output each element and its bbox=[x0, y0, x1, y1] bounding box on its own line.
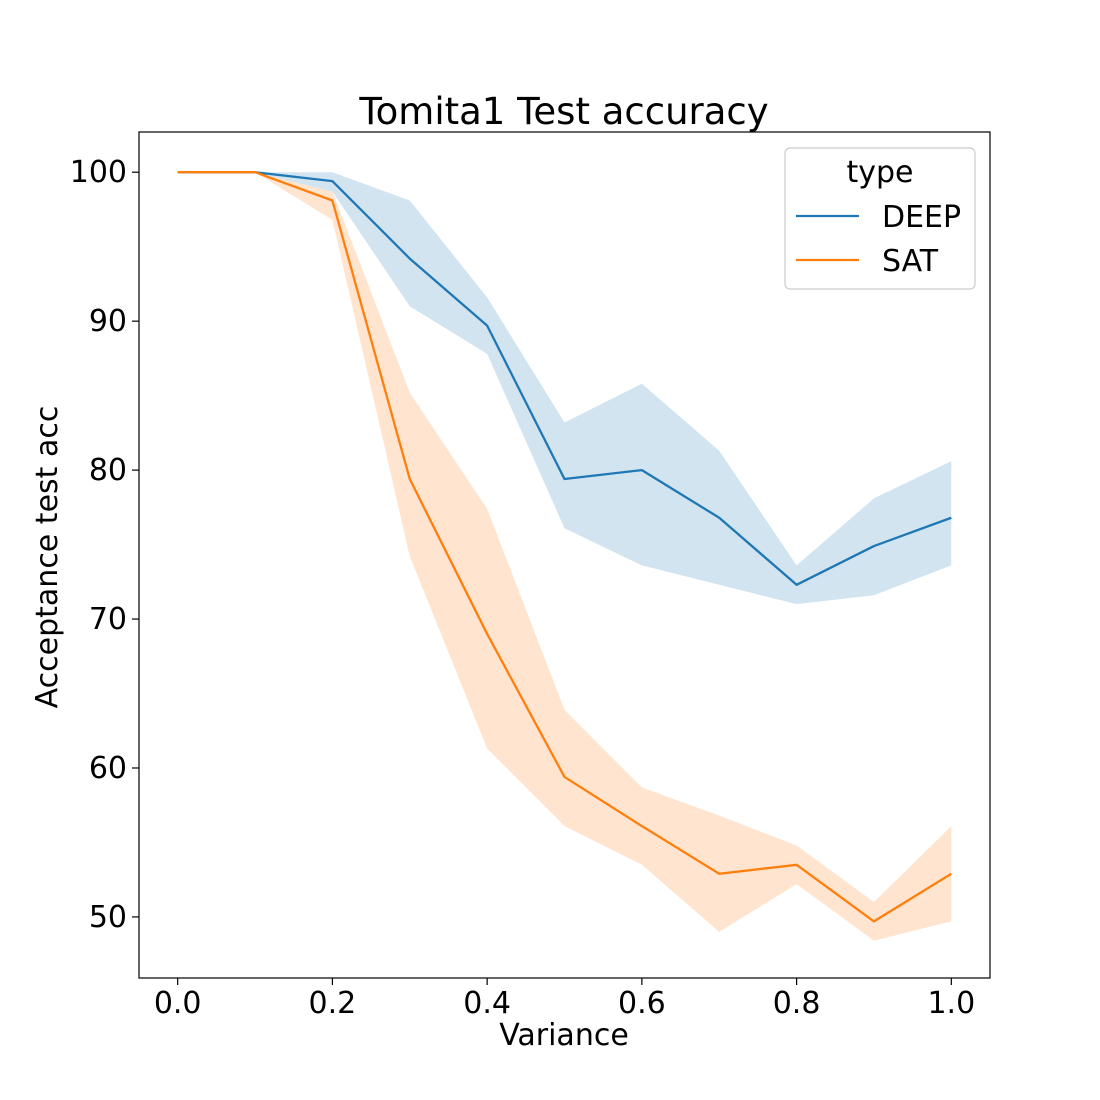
y-axis-ticks: 50 60 70 80 90 100 bbox=[70, 155, 139, 935]
deep-series-line bbox=[177, 171, 952, 586]
sat-data-point bbox=[949, 871, 954, 876]
chart-title: Tomita1 Test accuracy bbox=[358, 90, 768, 133]
legend-box bbox=[784, 147, 976, 290]
sat-data-point bbox=[485, 631, 490, 636]
sat-legend-label: SAT bbox=[882, 244, 939, 279]
deep-data-point bbox=[639, 468, 644, 473]
x-tick-label: 0.8 bbox=[773, 986, 821, 1021]
plot-frame bbox=[138, 131, 991, 979]
sat-data-point bbox=[407, 477, 412, 482]
sat-data-point bbox=[717, 871, 722, 876]
y-tick-label: 100 bbox=[70, 155, 127, 190]
deep-data-point bbox=[871, 544, 876, 549]
sat-data-point bbox=[330, 198, 335, 203]
legend-title: type bbox=[846, 155, 913, 190]
x-axis-ticks: 0.0 0.2 0.4 0.6 0.8 1.0 bbox=[154, 978, 975, 1021]
confidence-bands bbox=[177, 172, 952, 941]
x-tick-label: 0.0 bbox=[154, 986, 202, 1021]
y-tick-label: 80 bbox=[89, 453, 127, 488]
y-axis-label: Acceptance test acc bbox=[30, 406, 65, 709]
y-tick-label: 50 bbox=[89, 900, 127, 935]
deep-confidence-band bbox=[177, 172, 952, 605]
y-tick-label: 90 bbox=[89, 304, 127, 339]
deep-legend-label: DEEP bbox=[882, 200, 961, 235]
x-tick-label: 1.0 bbox=[927, 986, 975, 1021]
deep-data-point bbox=[562, 477, 567, 482]
x-tick-label: 0.2 bbox=[309, 986, 357, 1021]
series-lines bbox=[175, 170, 954, 924]
legend: type DEEP SAT bbox=[784, 147, 976, 290]
sat-data-point bbox=[562, 774, 567, 779]
deep-data-point bbox=[485, 323, 490, 328]
sat-data-point bbox=[794, 862, 799, 867]
sat-confidence-band bbox=[177, 172, 952, 941]
deep-data-point bbox=[794, 582, 799, 587]
sat-data-point bbox=[175, 170, 180, 175]
legend-entries: DEEP SAT bbox=[796, 200, 961, 279]
y-tick-label: 70 bbox=[89, 602, 127, 637]
deep-data-point bbox=[330, 179, 335, 184]
x-axis-label: Variance bbox=[499, 1018, 629, 1053]
sat-data-point bbox=[871, 919, 876, 924]
sat-series-line bbox=[177, 171, 952, 923]
deep-data-point bbox=[407, 256, 412, 261]
x-tick-label: 0.4 bbox=[463, 986, 511, 1021]
sat-data-point bbox=[639, 824, 644, 829]
x-tick-label: 0.6 bbox=[618, 986, 666, 1021]
deep-data-point bbox=[717, 515, 722, 520]
y-tick-label: 60 bbox=[89, 751, 127, 786]
deep-data-point bbox=[949, 515, 954, 520]
sat-data-point bbox=[253, 170, 258, 175]
